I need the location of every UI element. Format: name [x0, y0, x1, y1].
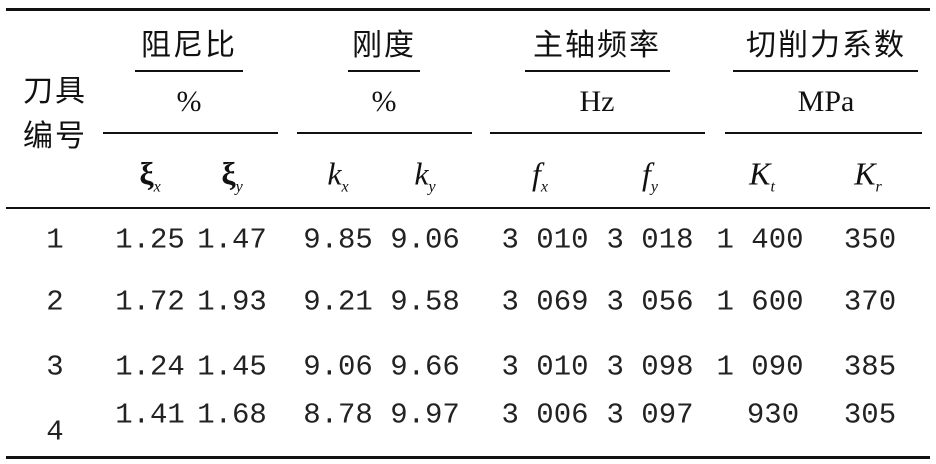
group-name-underline — [348, 70, 420, 72]
tool-number-cell: 2 — [46, 285, 64, 319]
table-cell: 9.58 — [390, 285, 460, 319]
group-name-underline — [525, 70, 670, 72]
table-cell: 1.68 — [197, 398, 267, 432]
tool-number-cell: 1 — [46, 223, 64, 257]
table-cell: 1.47 — [197, 223, 267, 257]
tool-number-cell: 3 — [46, 350, 64, 384]
table-cell: 9.66 — [390, 350, 460, 384]
top-rule — [6, 8, 930, 11]
symbol-base: k — [327, 155, 342, 192]
group-name-underline — [733, 70, 918, 72]
table-cell: 9.21 — [303, 285, 373, 319]
symbol-base: f — [642, 155, 651, 192]
table-cell: 1 600 — [716, 285, 804, 319]
table-cell: 9.85 — [303, 223, 373, 257]
table-cell: 930 — [746, 398, 800, 432]
table-cell: 385 — [843, 350, 897, 384]
symbol-subscript: r — [875, 178, 882, 196]
symbol-base: ξ — [221, 155, 236, 192]
table-cell: 1.72 — [115, 285, 185, 319]
table-cell: 3 010 — [501, 350, 589, 384]
table-cell: 9.97 — [390, 398, 460, 432]
table-cell: 1.93 — [197, 285, 267, 319]
column-symbol: kx — [327, 155, 348, 196]
table-cell: 8.78 — [303, 398, 373, 432]
group-unit-underline — [297, 132, 472, 134]
symbol-base: K — [749, 155, 771, 192]
table-cell: 1.25 — [115, 223, 185, 257]
table-cell: 3 006 — [501, 398, 589, 432]
table-cell: 3 097 — [606, 398, 694, 432]
column-symbol: Kt — [749, 155, 775, 196]
symbol-subscript: y — [650, 178, 658, 196]
column-symbol: fy — [642, 155, 658, 196]
column-symbol: fx — [532, 155, 548, 196]
table-cell: 9.06 — [390, 223, 460, 257]
table-cell: 1.41 — [115, 398, 185, 432]
header-rule — [6, 207, 930, 209]
table-cell: 1.45 — [197, 350, 267, 384]
table-cell: 3 018 — [606, 223, 694, 257]
group-name: 阻尼比 — [141, 28, 237, 63]
table-cell: 1.24 — [115, 350, 185, 384]
tool-number-cell: 4 — [46, 415, 64, 449]
symbol-subscript: t — [770, 178, 775, 196]
column-symbol: ky — [414, 155, 435, 196]
table-cell: 350 — [843, 223, 897, 257]
row-header-line1: 刀具 — [23, 74, 87, 109]
symbol-base: ξ — [139, 155, 154, 192]
table-cell: 370 — [843, 285, 897, 319]
group-unit-underline — [725, 132, 922, 134]
symbol-base: K — [854, 155, 876, 192]
group-name: 刚度 — [352, 28, 416, 63]
table-cell: 3 069 — [501, 285, 589, 319]
symbol-subscript: x — [540, 178, 548, 196]
column-symbol: ξy — [221, 155, 242, 196]
table-cell: 3 098 — [606, 350, 694, 384]
group-unit-underline — [490, 132, 705, 134]
group-name: 切削力系数 — [746, 28, 906, 63]
group-name-underline — [135, 70, 243, 72]
table-cell: 1 400 — [716, 223, 804, 257]
symbol-base: k — [414, 155, 429, 192]
group-unit-underline — [103, 132, 278, 134]
group-unit: % — [176, 85, 202, 118]
column-symbol: ξx — [139, 155, 160, 196]
group-unit: Hz — [579, 85, 615, 118]
group-unit: MPa — [797, 85, 855, 118]
row-header-line2: 编号 — [23, 119, 87, 154]
symbol-subscript: y — [428, 178, 436, 196]
table-cell: 3 056 — [606, 285, 694, 319]
symbol-subscript: x — [341, 178, 349, 196]
table-cell: 9.06 — [303, 350, 373, 384]
column-symbol: Kr — [854, 155, 882, 196]
symbol-base: f — [532, 155, 541, 192]
symbol-subscript: x — [153, 178, 161, 196]
table-cell: 1 090 — [716, 350, 804, 384]
table-cell: 3 010 — [501, 223, 589, 257]
bottom-rule — [6, 456, 930, 459]
group-unit: % — [371, 85, 397, 118]
symbol-subscript: y — [235, 178, 243, 196]
group-name: 主轴频率 — [533, 28, 661, 63]
table-cell: 305 — [843, 398, 897, 432]
